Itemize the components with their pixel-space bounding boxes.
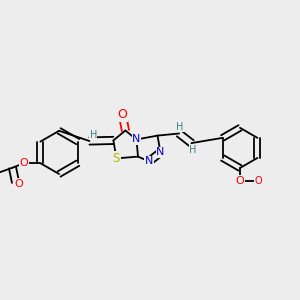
Text: N: N — [156, 147, 165, 158]
Text: S: S — [113, 152, 120, 165]
Text: O: O — [236, 176, 244, 186]
Text: N: N — [132, 134, 141, 145]
Text: O: O — [118, 108, 127, 121]
Text: H: H — [176, 122, 184, 132]
Text: H: H — [90, 130, 97, 140]
Text: O: O — [14, 178, 23, 189]
Text: O: O — [254, 176, 262, 186]
Text: O: O — [20, 158, 28, 168]
Text: N: N — [145, 156, 153, 167]
Text: H: H — [189, 145, 197, 155]
